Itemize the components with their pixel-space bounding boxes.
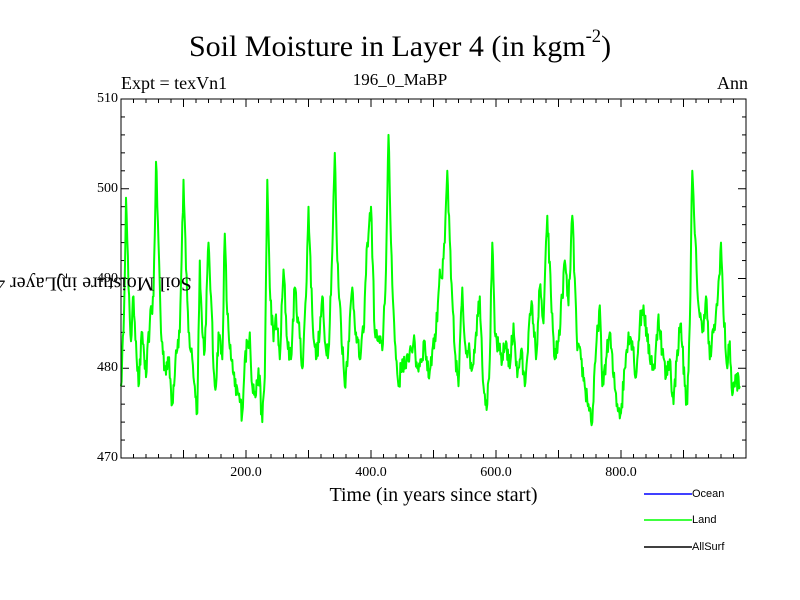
series-line-land	[120, 133, 741, 427]
y-tick-label: 490	[97, 270, 118, 286]
legend-label-ocean: Ocean	[692, 488, 725, 500]
y-tick-label: 470	[97, 450, 118, 465]
x-tick-label: 400.0	[355, 465, 387, 480]
plot-frame	[120, 98, 747, 459]
chart-title: Soil Moisture in Layer 4 (in kgm-2)	[188, 26, 612, 63]
x-tick-label: 800.0	[605, 465, 637, 480]
x-tick-label: 200.0	[230, 465, 262, 480]
chart-subtitle: 196_0_MaBP	[352, 70, 448, 89]
x-axis-label: Time (in years since start)	[329, 484, 538, 506]
y-tick-label: 480	[97, 360, 118, 376]
legend-label-allsurf: AllSurf	[692, 541, 725, 553]
y-tick-label: 510	[97, 91, 118, 106]
experiment-label: Expt = texVn1	[121, 73, 228, 93]
y-tick-label: 500	[97, 180, 118, 196]
legend-label-land: Land	[692, 514, 717, 526]
season-label: Ann	[717, 73, 748, 93]
x-tick-label: 600.0	[480, 465, 512, 480]
